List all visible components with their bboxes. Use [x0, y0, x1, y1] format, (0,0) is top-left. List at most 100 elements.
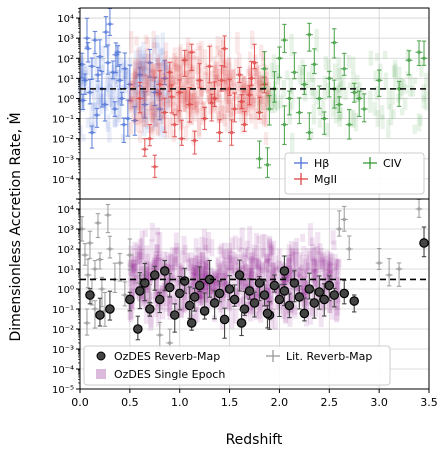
top-cloud-mark [141, 61, 147, 71]
top-cloud-mark [193, 99, 198, 122]
top-cloud-mark [140, 61, 146, 82]
top-cloud-mark [317, 108, 323, 116]
top-cloud-mark [155, 63, 160, 83]
top-cloud-mark [386, 87, 392, 110]
single-epoch-mark [264, 254, 270, 264]
top-cloud-mark [300, 68, 305, 91]
top-cloud-mark [256, 94, 261, 106]
top-cloud-mark [372, 101, 378, 116]
top-cloud-mark [167, 83, 173, 107]
top-cloud-mark [190, 84, 195, 92]
ozdes-reverb-point [133, 315, 143, 341]
ozdes-reverb-point [219, 307, 230, 339]
top-cloud-mark [211, 104, 217, 114]
top-cloud-mark [185, 70, 190, 85]
top-cloud-mark [100, 45, 105, 61]
ozdes-reverb-point [284, 293, 295, 319]
single-epoch-mark [192, 272, 198, 290]
top-cloud-mark [182, 91, 188, 112]
top-cloud-mark [378, 63, 383, 80]
legend-label: Lit. Reverb-Map [286, 350, 372, 363]
single-epoch-mark [288, 287, 294, 313]
single-epoch-mark [251, 244, 257, 261]
data-point [248, 60, 256, 86]
single-epoch-mark [256, 306, 262, 319]
top-cloud-mark [132, 70, 137, 88]
single-epoch-mark [148, 307, 154, 328]
single-epoch-mark [165, 255, 171, 263]
single-epoch-mark [202, 277, 208, 303]
top-cloud-mark [188, 64, 193, 74]
top-cloud-mark [176, 64, 181, 85]
top-cloud-mark [222, 59, 228, 82]
top-cloud-mark [151, 92, 157, 104]
top-cloud-mark [159, 102, 165, 125]
top-cloud-mark [92, 87, 97, 102]
single-epoch-mark [129, 284, 135, 304]
top-cloud-mark [271, 54, 277, 78]
top-cloud-mark [275, 100, 280, 111]
single-epoch-mark [233, 253, 239, 275]
single-epoch-mark [318, 248, 324, 263]
single-epoch-mark [241, 279, 247, 290]
top-cloud-mark [160, 108, 166, 126]
single-epoch-mark [230, 265, 236, 285]
top-cloud-mark [263, 132, 269, 146]
top-cloud-mark [246, 101, 251, 116]
single-epoch-mark [245, 274, 251, 299]
single-epoch-mark [222, 273, 228, 288]
top-cloud-mark [123, 72, 128, 79]
single-epoch-mark [128, 259, 134, 283]
top-cloud-mark [173, 72, 178, 96]
top-cloud-mark [141, 56, 147, 77]
y-tick-label: 10² [57, 245, 74, 256]
top-cloud-mark [97, 97, 103, 110]
single-epoch-mark [324, 269, 330, 293]
top-cloud-mark [134, 98, 139, 107]
single-epoch-mark [258, 266, 264, 274]
top-cloud-mark [262, 114, 267, 125]
top-cloud-mark [185, 37, 191, 61]
top-cloud-mark [127, 57, 133, 67]
single-epoch-mark [301, 285, 307, 302]
top-cloud-mark [110, 95, 115, 115]
single-epoch-mark [193, 270, 199, 279]
single-epoch-mark [153, 285, 159, 303]
top-cloud-mark [156, 88, 161, 102]
top-cloud-mark [195, 96, 200, 114]
single-epoch-mark [200, 265, 206, 273]
single-epoch-mark [222, 271, 228, 279]
single-epoch-mark [159, 285, 165, 299]
data-point [111, 101, 119, 117]
single-epoch-mark [250, 248, 256, 273]
single-epoch-mark [232, 235, 238, 250]
top-cloud-mark [374, 86, 379, 101]
top-cloud-mark [172, 53, 177, 71]
single-epoch-mark [131, 260, 137, 268]
single-epoch-mark [327, 298, 333, 314]
single-epoch-mark [242, 255, 248, 276]
y-tick-label: 10⁻¹ [52, 115, 74, 126]
single-epoch-mark [227, 248, 233, 264]
lit-reverb-point [94, 213, 102, 239]
legend-entry: CIV [363, 157, 402, 170]
single-epoch-mark [178, 266, 184, 285]
top-cloud-mark [199, 40, 204, 63]
single-epoch-mark [270, 261, 276, 286]
top-cloud-mark [220, 82, 225, 91]
top-cloud-mark [186, 52, 191, 72]
data-point [188, 43, 196, 71]
single-epoch-mark [256, 258, 262, 283]
y-tick-label: 10⁻³ [52, 345, 74, 356]
single-epoch-mark [269, 244, 275, 262]
top-cloud-mark [243, 101, 248, 125]
data-point [151, 154, 159, 178]
single-epoch-mark [288, 247, 294, 262]
top-cloud-mark [392, 59, 398, 78]
single-epoch-mark [206, 231, 212, 254]
single-epoch-mark [287, 279, 293, 293]
top-cloud-mark [266, 82, 272, 103]
data-point [120, 117, 128, 143]
single-epoch-mark [217, 272, 223, 288]
single-epoch-mark [328, 257, 334, 273]
